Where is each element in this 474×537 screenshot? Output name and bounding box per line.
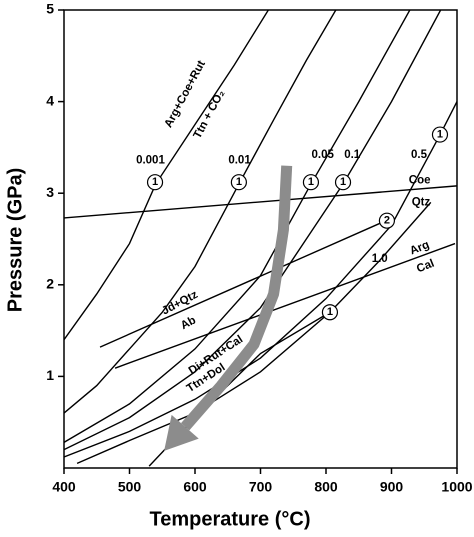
annotation: Coe xyxy=(409,174,431,186)
circle-marker xyxy=(334,174,352,191)
circle-marker xyxy=(378,212,396,229)
curve xyxy=(114,242,456,369)
annotation: 2 xyxy=(384,215,390,227)
curve xyxy=(76,201,432,465)
plot-frame xyxy=(63,9,458,469)
x-tick-label: 800 xyxy=(314,479,338,495)
x-tick-label: 500 xyxy=(118,479,142,495)
curve xyxy=(64,185,457,219)
annotation: 0.001 xyxy=(136,154,165,166)
annotation: 1 xyxy=(437,128,443,140)
arrow-head xyxy=(164,414,199,451)
x-tick-label: 900 xyxy=(380,479,404,495)
annotation: 0.5 xyxy=(411,149,428,161)
x-tick-label: 600 xyxy=(183,479,207,495)
curve xyxy=(99,222,380,348)
annotation: 1.0 xyxy=(372,253,388,265)
annotation: Qtz xyxy=(412,196,431,208)
curve xyxy=(64,10,442,451)
x-tick-label: 1000 xyxy=(441,479,472,495)
y-axis-label: Pressure (GPa) xyxy=(4,168,26,313)
annotation: 1 xyxy=(308,176,314,188)
circle-marker xyxy=(321,304,339,321)
curve xyxy=(64,101,457,458)
x-tick-label: 400 xyxy=(52,479,76,495)
y-tick-label: 1 xyxy=(46,367,54,383)
circle-marker xyxy=(302,174,320,191)
x-tick-label: 700 xyxy=(249,479,273,495)
annotation: 0.01 xyxy=(228,154,251,166)
annotation: Arg xyxy=(408,239,431,258)
annotation: Jd+Qtz xyxy=(160,289,200,318)
annotation: 0.05 xyxy=(312,149,335,161)
circle-marker xyxy=(146,174,164,191)
circle-marker xyxy=(431,126,449,143)
annotation: 1 xyxy=(236,176,242,188)
annotation: Ttn + CO₂ xyxy=(192,88,228,141)
annotation: 1 xyxy=(327,306,333,318)
curve xyxy=(64,10,337,414)
annotation: Ab xyxy=(179,314,198,332)
annotation: Cal xyxy=(415,258,436,276)
y-tick-label: 2 xyxy=(46,276,54,292)
annotation: 1 xyxy=(152,176,158,188)
annotation: 0.1 xyxy=(344,149,361,161)
arrow-shaft xyxy=(181,165,293,431)
y-tick-label: 4 xyxy=(46,92,54,108)
annotation: 1 xyxy=(340,176,346,188)
y-tick-label: 5 xyxy=(46,1,54,17)
y-tick-label: 3 xyxy=(46,184,54,200)
circle-marker xyxy=(230,174,247,191)
x-axis-label: Temperature (°C) xyxy=(150,508,311,530)
